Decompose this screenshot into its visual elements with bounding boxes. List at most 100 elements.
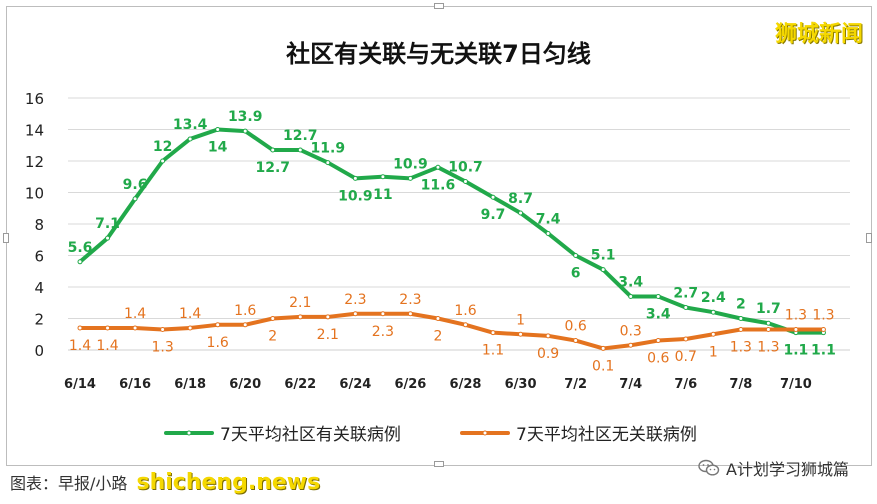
data-point	[242, 322, 248, 328]
data-label: 13.4	[173, 117, 208, 133]
data-label: 12.7	[283, 128, 318, 144]
data-label: 2.3	[399, 292, 421, 308]
grid-lines	[68, 97, 850, 351]
x-tick-label: 7/6	[674, 377, 697, 392]
chart-title: 社区有关联与无关联7日匀线	[286, 40, 591, 68]
data-point	[655, 338, 661, 344]
resize-handle-top[interactable]	[434, 3, 444, 9]
data-point	[573, 338, 579, 344]
resize-handle-left[interactable]	[3, 233, 9, 243]
data-label: 2.3	[372, 324, 394, 340]
data-label: 12.7	[255, 160, 290, 176]
data-label: 11	[373, 187, 392, 203]
series-line	[78, 311, 826, 351]
x-tick-label: 7/4	[619, 377, 642, 392]
y-tick-label: 2	[34, 311, 44, 329]
data-label: 2	[268, 329, 277, 345]
data-point	[793, 327, 799, 333]
x-tick-label: 6/16	[119, 377, 151, 392]
data-point	[270, 316, 276, 321]
y-tick-label: 10	[25, 185, 44, 203]
data-point	[297, 314, 303, 320]
series-lines	[77, 127, 826, 351]
data-point	[187, 325, 193, 331]
brand-watermark: 狮城新闻	[774, 22, 863, 47]
data-point	[518, 331, 524, 337]
data-point	[765, 327, 771, 333]
data-point	[77, 325, 83, 331]
data-label: 1.1	[811, 343, 836, 359]
y-tick-label: 14	[25, 122, 44, 140]
data-label: 14	[208, 140, 228, 156]
x-tick-label: 7/8	[729, 377, 752, 392]
data-point	[738, 316, 744, 321]
data-point	[187, 136, 193, 142]
data-label: 10.7	[448, 159, 483, 175]
data-label: 2.1	[317, 327, 339, 343]
y-tick-label: 16	[25, 90, 44, 108]
data-label: 1.3	[757, 340, 779, 356]
data-point	[352, 311, 358, 317]
data-label: 10.9	[393, 156, 428, 172]
y-tick-label: 4	[34, 279, 44, 297]
x-axis: 6/14 6/16 6/18 6/20 6/22 6/24 6/26 6/28 6/30 7/2 7…	[64, 377, 812, 392]
x-tick-label: 7/10	[780, 377, 812, 392]
data-label: 0.7	[675, 349, 697, 365]
data-label: 2	[433, 329, 442, 345]
data-label: 1.4	[96, 338, 118, 354]
x-tick-label: 6/20	[229, 377, 261, 392]
data-point	[628, 342, 634, 348]
y-tick-label: 12	[25, 153, 44, 171]
legend: 7天平均社区有关联病例 7天平均社区无关联病例	[164, 425, 697, 445]
data-label: 0.6	[647, 351, 669, 367]
data-point	[710, 331, 716, 337]
y-axis: 0 2 4 6 8 10 12 14 16	[25, 90, 44, 360]
data-point	[490, 330, 496, 336]
data-point	[462, 322, 468, 328]
data-point	[132, 196, 138, 202]
resize-handle-bottom[interactable]	[434, 461, 444, 467]
data-point	[325, 314, 331, 320]
data-point	[160, 158, 166, 164]
data-label: 1.3	[785, 308, 807, 324]
x-tick-label: 6/22	[284, 377, 316, 392]
data-point	[105, 235, 111, 241]
y-tick-label: 6	[34, 248, 44, 266]
data-label: 10.9	[338, 188, 373, 204]
data-point	[77, 259, 83, 265]
data-point	[683, 304, 689, 310]
data-point	[573, 253, 579, 258]
data-label: 1.3	[730, 340, 752, 356]
data-label: 1	[516, 312, 525, 328]
data-label: 1.4	[69, 338, 91, 354]
x-tick-label: 6/18	[174, 377, 206, 392]
x-tick-label: 6/28	[450, 377, 482, 392]
data-label: 9.6	[123, 177, 148, 193]
x-tick-label: 6/26	[394, 377, 426, 392]
x-tick-label: 6/30	[505, 377, 537, 392]
data-point	[490, 194, 496, 200]
data-point	[435, 164, 441, 170]
data-point	[132, 325, 138, 331]
resize-handle-right[interactable]	[866, 233, 872, 243]
data-label: 1.7	[756, 301, 781, 317]
data-label: 1.1	[784, 343, 809, 359]
data-label: 12	[153, 139, 172, 155]
data-point	[738, 327, 744, 333]
data-label: 5.6	[68, 240, 93, 256]
legend-label: 7天平均社区无关联病例	[516, 425, 697, 445]
y-tick-label: 0	[34, 342, 44, 360]
data-point	[462, 178, 468, 184]
data-point	[545, 333, 551, 339]
data-point	[655, 293, 661, 299]
data-point	[545, 230, 551, 236]
legend-marker	[482, 430, 488, 436]
data-point	[628, 293, 634, 299]
data-point	[352, 175, 358, 181]
wechat-badge: A计划学习狮城篇	[698, 456, 849, 480]
wechat-icon	[698, 459, 720, 476]
data-label: 1.3	[812, 308, 834, 324]
data-label: 2.3	[344, 292, 366, 308]
data-point	[215, 322, 221, 328]
chart-frame	[6, 6, 872, 466]
